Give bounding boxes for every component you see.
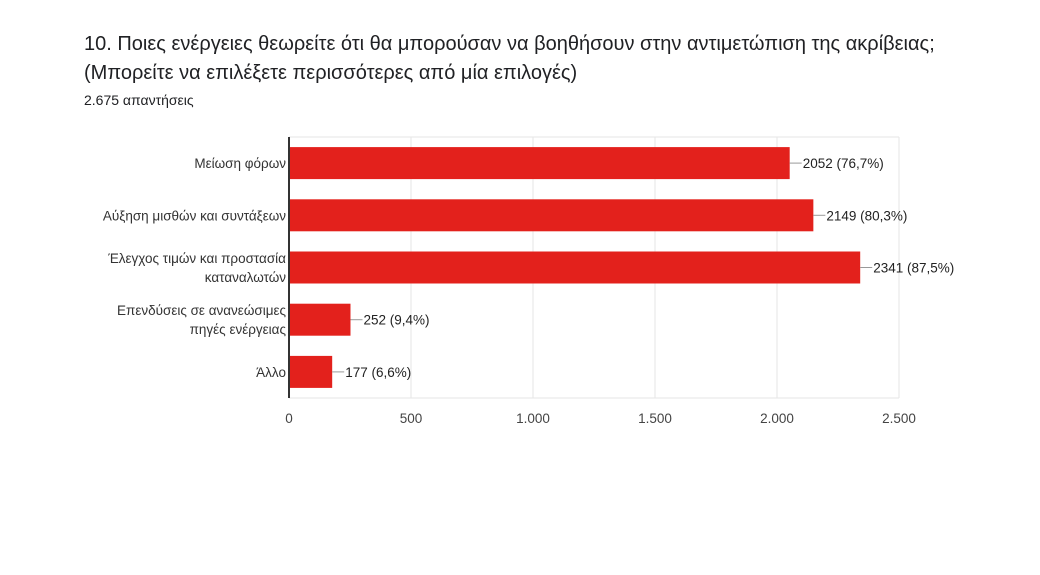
category-label: πηγές ενέργειας [190,322,287,337]
category-label: Μείωση φόρων [194,156,286,171]
bar [289,147,790,180]
response-count: 2.675 απαντήσεις [84,92,194,108]
category-label: Έλεγχος τιμών και προστασία [107,251,286,266]
category-label: Επενδύσεις σε ανανεώσιμες [117,303,286,318]
x-tick-label: 500 [400,411,423,426]
bar [289,355,333,388]
x-tick-label: 2.500 [882,411,916,426]
data-label: 2149 (80,3%) [826,208,907,223]
x-tick-label: 2.000 [760,411,794,426]
category-label: Αύξηση μισθών και συντάξεων [103,208,286,223]
bar [289,199,814,232]
category-label: Άλλο [256,365,286,380]
data-label: 177 (6,6%) [345,365,411,380]
question-title: 10. Ποιες ενέργειες θεωρείτε ότι θα μπορ… [84,33,935,84]
x-tick-label: 1.500 [638,411,672,426]
data-label: 2052 (76,7%) [803,156,884,171]
data-label: 2341 (87,5%) [873,261,954,276]
bar [289,251,861,284]
x-tick-label: 0 [285,411,293,426]
category-label: καταναλωτών [205,270,286,285]
data-label: 252 (9,4%) [363,313,429,328]
x-tick-label: 1.000 [516,411,550,426]
bar [289,303,351,336]
